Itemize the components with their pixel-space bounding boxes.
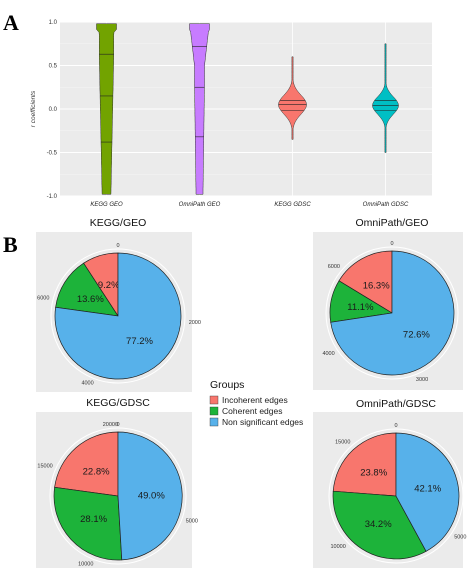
pie-slice-label: 34.2% [365,519,392,530]
pie-slice-2 [53,486,123,561]
y-tick-label: 0.5 [49,64,58,70]
pie-slice-3 [54,252,182,380]
y-tick-label: -0.5 [47,151,58,157]
pie-tick-label: 0 [394,423,397,429]
pie-charts: KEGG/GEO9.2%13.6%77.2%0200040006000OmniP… [36,217,466,568]
pie-slice-2 [55,262,119,317]
pie-slice-label: 9.2% [98,280,120,291]
pie-slice-2 [332,490,427,560]
pie-slice-1 [54,431,119,497]
pie-chart-4: OmniPath/GDSC 23.8% 34.2% 42.1% 0 5000 10000 15… [313,398,466,568]
pie-tick-label: 10000 [331,544,346,550]
violin-1 [96,23,117,195]
pie-slice-label: 13.6% [77,294,104,305]
pie-grid-circle [50,248,186,384]
pie-title: KEGG/GDSC [86,397,150,409]
x-tick-label: KEGG GEO [90,202,123,208]
pie-tick-label: 2000 [189,320,201,326]
panel-letter-b: B [3,232,18,257]
pie-slice-label: 49.0% [138,491,165,502]
pie-slice-1 [332,432,397,497]
pie-title: KEGG/GEO [90,217,147,229]
pie-slice-label: 77.2% [126,336,153,347]
pie-tick-label: 3000 [416,377,428,383]
pie-tick-label: 20000 [103,422,118,428]
pie-tick-label: 6000 [328,264,340,270]
violin-4 [372,43,399,153]
pie-tick-label: 15000 [37,464,52,470]
legend-swatch [209,417,219,427]
legend-item-label: Coherent edges [222,406,283,416]
pie-tick-label: 4000 [322,351,334,357]
x-tick-label: OmniPath GEO [179,202,221,208]
pie-slice-3 [395,432,460,552]
pie-slice-1 [338,250,393,314]
pie-tick-label: 5000 [186,519,198,525]
pie-tick-label: 5000 [454,535,466,541]
pie-grid-circle [325,246,459,380]
pie-slice-3 [117,431,183,561]
panel-letter-a: A [3,10,19,35]
pie-tick-label: 0 [116,243,119,249]
pie-slice-3 [330,250,455,376]
violin-3 [278,56,307,140]
x-tick-label: KEGG GDSC [274,202,311,208]
pie-slice-label: 11.1% [347,302,374,313]
pie-tick-label: 0 [116,422,119,428]
legend-item-label: Incoherent edges [222,395,288,405]
pie-chart-3: KEGG/GDSC 22.8% 28.1% 49.0% 0 5000 10000 15000 2… [36,397,198,568]
legend-title: Groups [210,379,244,391]
pie-slice-label: 72.6% [403,330,430,341]
pie-tick-label: 10000 [78,562,93,568]
pie-tick-label: 0 [390,241,393,247]
pie-grid-circle [328,428,464,564]
x-tick-label: OmniPath GDSC [363,202,409,208]
pie-tick-label: 15000 [335,440,350,446]
legend-swatch [209,406,219,416]
legend-swatch [209,395,219,405]
pie-title: OmniPath/GDSC [356,398,436,410]
violin-chart: -1.0 -0.5 0.0 0.5 1.0 KEGG GEO OmniPath GEO KEG… [30,20,432,208]
pie-slice-label: 28.1% [80,514,107,525]
y-tick-label: -1.0 [47,194,58,200]
pie-slice-label: 23.8% [360,468,387,479]
y-tick-label: 1.0 [49,20,58,26]
pie-title: OmniPath/GEO [356,217,429,229]
pie-slice-label: 22.8% [83,466,110,477]
pie-slice-label: 42.1% [414,483,441,494]
pie-grid-circle [49,427,187,565]
pie-chart-1: KEGG/GEO 9.2% 13.6% 77.2% 0 2000 4000 6000 [36,217,201,392]
pie-chart-2: OmniPath/GEO 16.3% 11.1% 72.6% 0 3000 4000 6000 [313,217,463,390]
y-axis-label: r coefficients [30,90,37,127]
pie-tick-label: 4000 [81,381,93,387]
pie-tick-label: 6000 [37,296,49,302]
legend-item-label: Non significant edges [222,417,303,427]
y-tick-label: 0.0 [49,107,58,113]
violin-2 [189,23,210,195]
pie-slice-label: 16.3% [363,280,390,291]
